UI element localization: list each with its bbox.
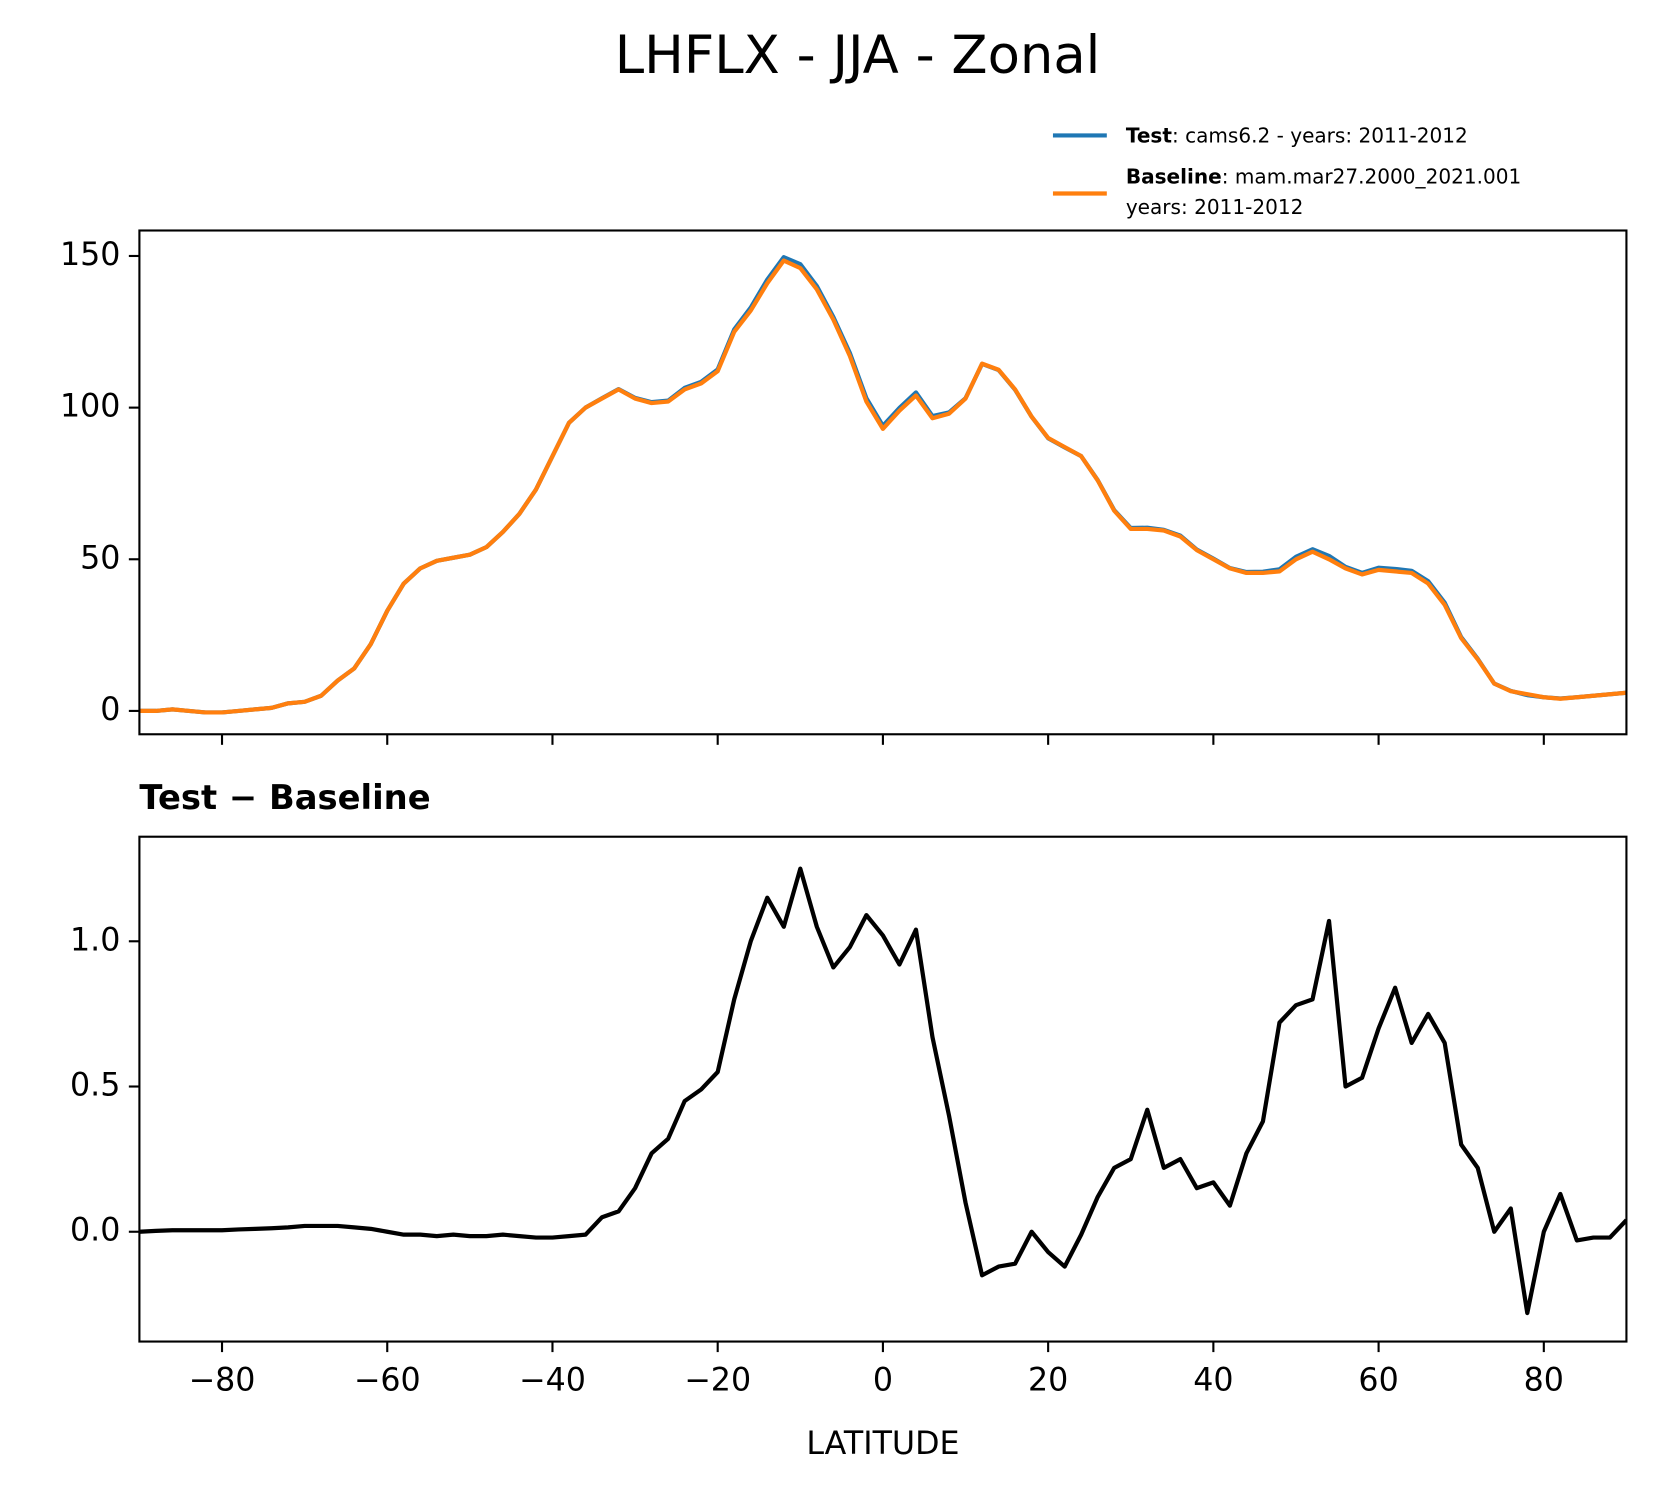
legend-label: years: 2011-2012 [1126, 195, 1304, 219]
x-tick-label: 80 [1524, 1363, 1564, 1399]
x-tick-label: −40 [519, 1363, 586, 1399]
legend-name: Test [1126, 123, 1173, 147]
y-tick-label: 0.5 [70, 1068, 120, 1104]
data-line [139, 258, 1627, 715]
legend-entry: Test: cams6.2 - years: 2011-2012 [1126, 123, 1468, 147]
x-tick-label: 60 [1358, 1363, 1398, 1399]
figure-title: LHFLX - JJA - Zonal [615, 25, 1101, 86]
axes-frame [138, 229, 1628, 736]
x-tick-label: −20 [684, 1363, 751, 1399]
y-tick-label: 50 [80, 540, 120, 576]
y-tick-label: 150 [60, 237, 120, 273]
legend-entry: Baseline: mam.mar27.2000_2021.001 [1126, 164, 1521, 188]
axes-frame [138, 835, 1628, 1343]
y-tick-label: 0 [100, 692, 120, 728]
x-axis-label: LATITUDE [806, 1426, 959, 1462]
legend-label: : cams6.2 - years: 2011-2012 [1172, 123, 1468, 147]
y-tick-label: 0.0 [70, 1213, 120, 1249]
x-tick-label: −60 [354, 1363, 421, 1399]
y-tick-label: 100 [60, 389, 120, 425]
x-tick-label: −80 [189, 1363, 256, 1399]
x-tick-label: 0 [873, 1363, 893, 1399]
legend-name: Baseline [1126, 164, 1222, 188]
legend-label: : mam.mar27.2000_2021.001 [1222, 164, 1521, 188]
x-tick-label: 40 [1193, 1363, 1233, 1399]
y-tick-label: 1.0 [70, 922, 120, 958]
data-line [139, 866, 1627, 1316]
x-tick-label: 20 [1028, 1363, 1068, 1399]
panel-title: Test − Baseline [139, 778, 430, 817]
